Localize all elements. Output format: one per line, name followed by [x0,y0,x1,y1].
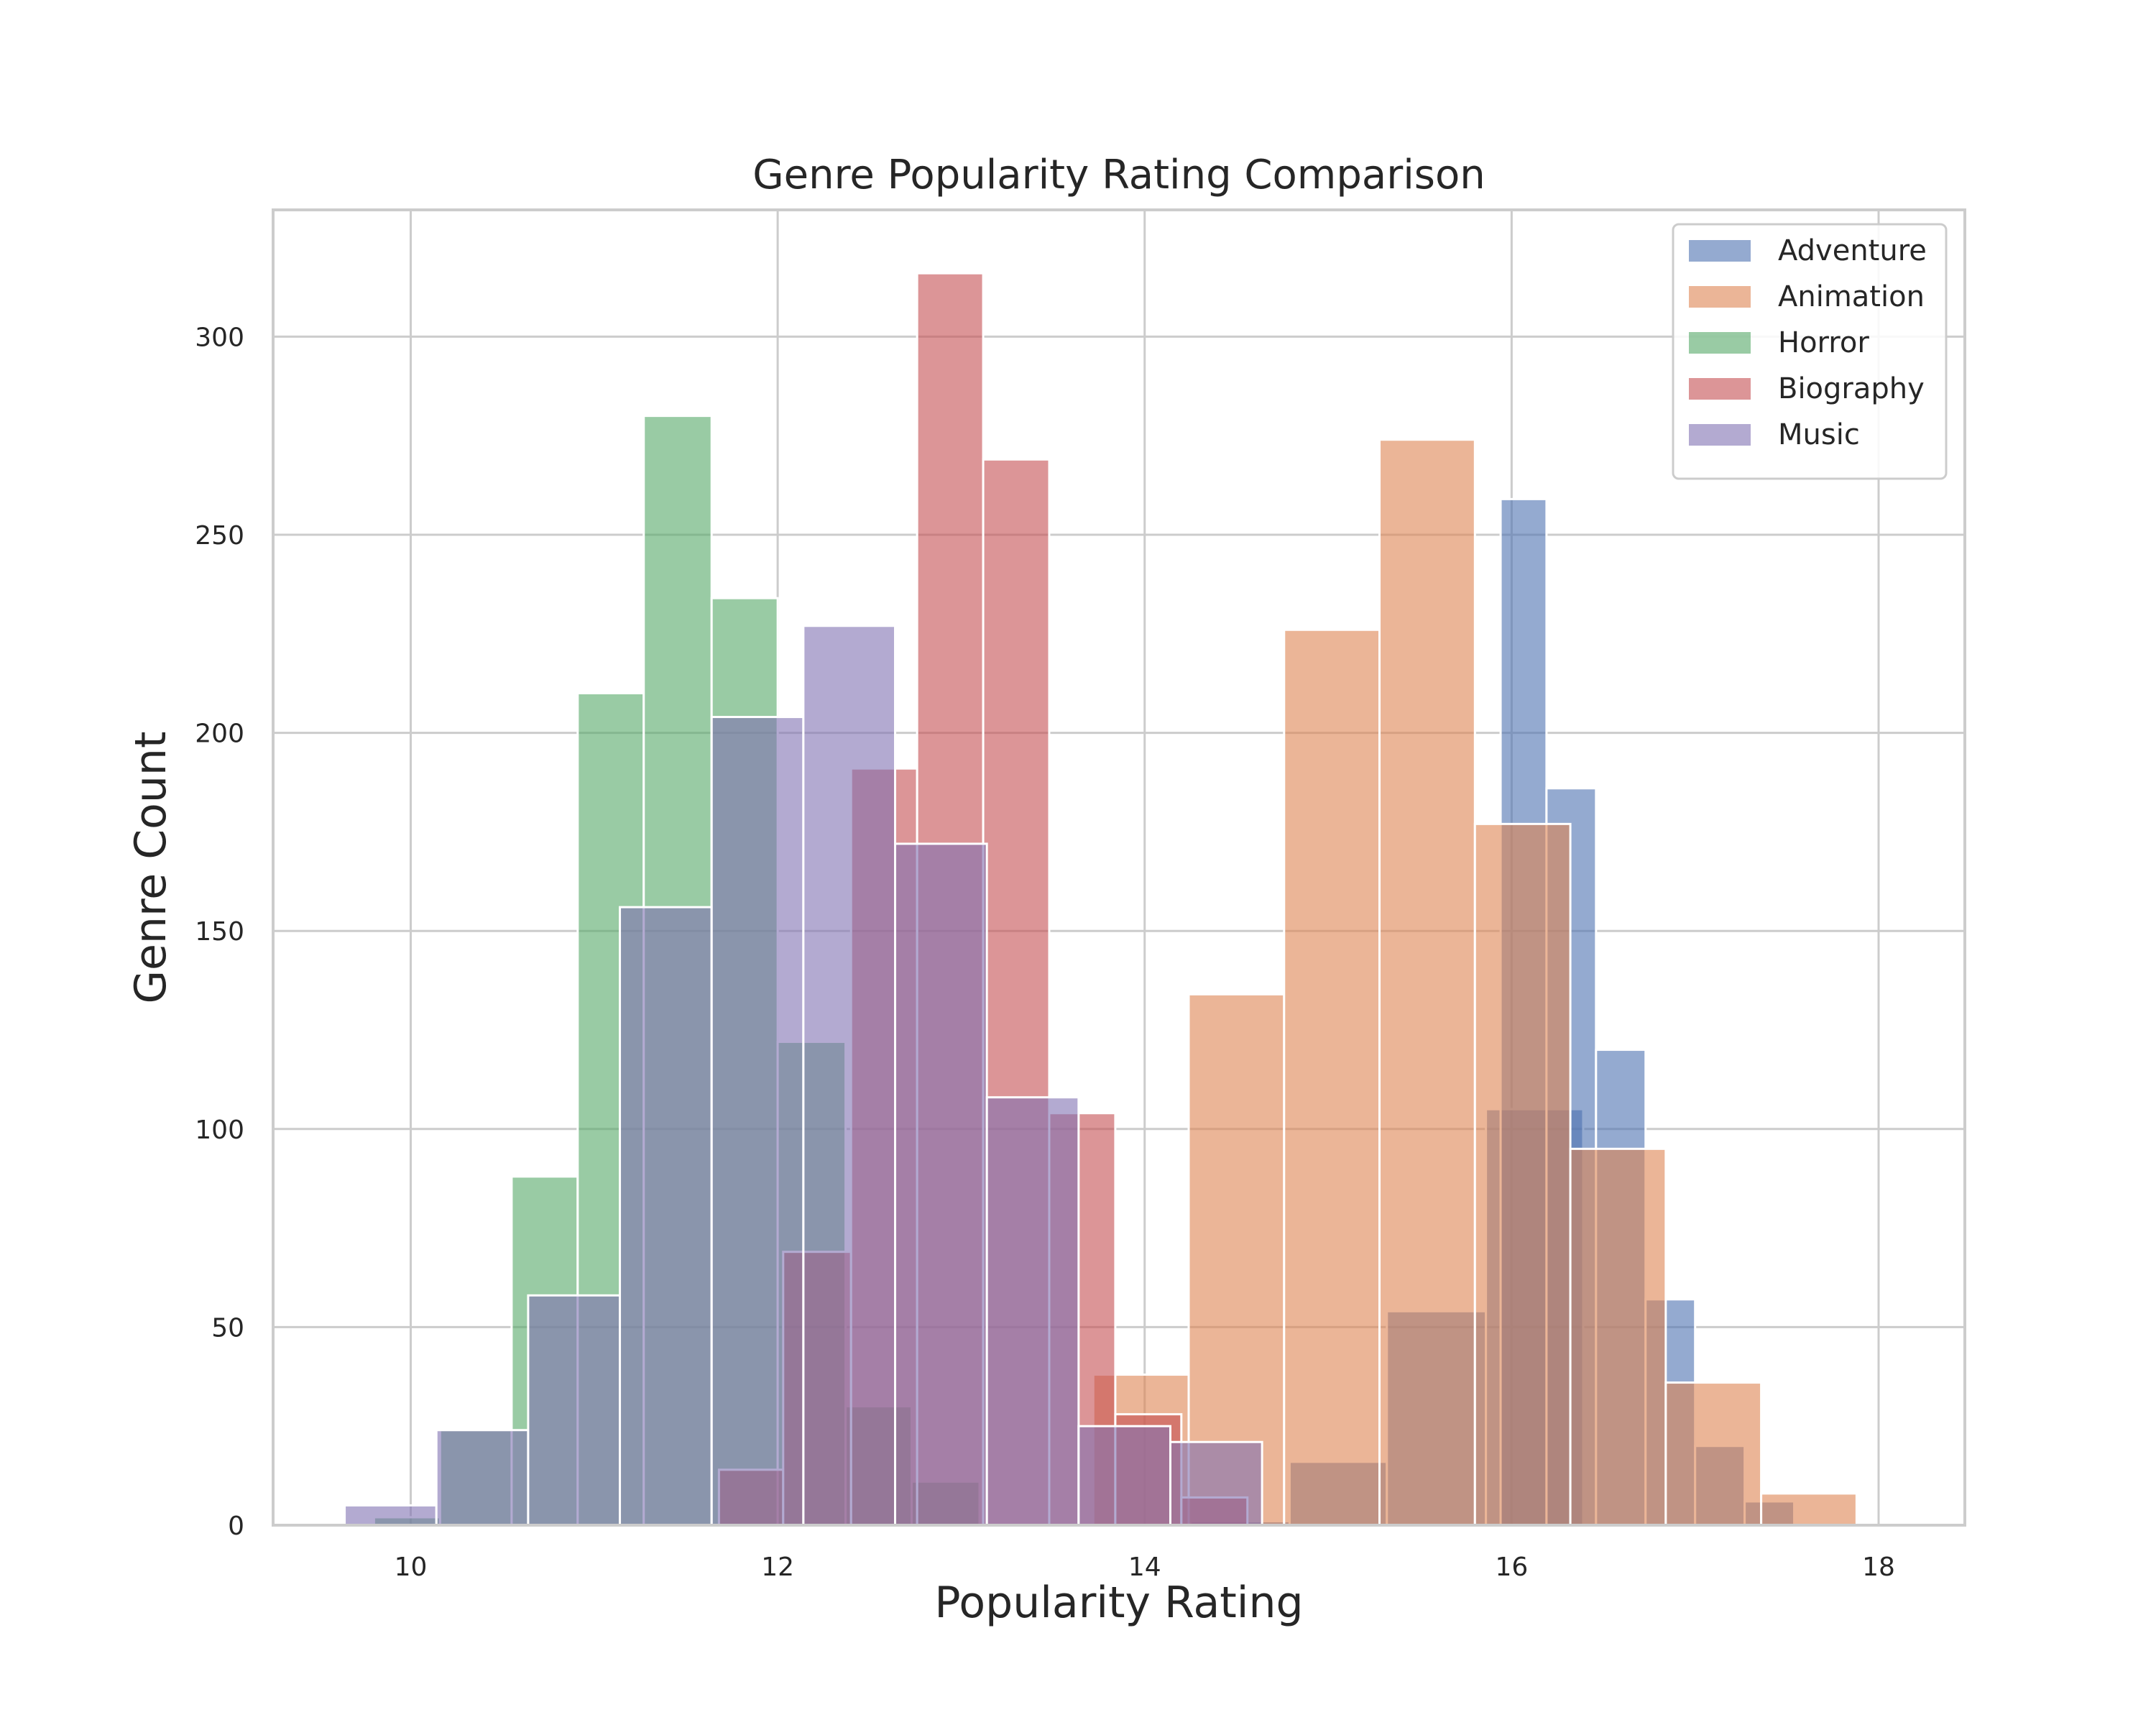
legend-label: Biography [1778,372,1925,405]
y-tick-label: 100 [195,1116,244,1145]
histogram-bar-music [894,842,988,1527]
y-tick-label: 250 [195,521,244,551]
legend-swatch-horror [1689,332,1751,354]
legend-label: Horror [1778,326,1869,359]
plot-frame [272,208,1966,1527]
y-tick-labels: 0 50 100 150 200 250 300 [195,323,244,1541]
y-tick-label: 200 [195,719,244,749]
x-axis-label: Popularity Rating [934,1578,1303,1628]
histogram-bar-animation [1569,1147,1667,1527]
y-tick-label: 300 [195,323,244,352]
histogram-bar-music [802,625,897,1527]
histogram-bar-animation [1473,822,1572,1527]
chart-title: Genre Popularity Rating Comparison [752,152,1485,198]
legend-swatch-adventure [1689,240,1751,262]
histogram-bar-animation [1378,438,1476,1527]
histogram-bar-music [985,1096,1080,1527]
histogram-bar-animation [1283,628,1381,1527]
x-tick-label: 14 [1128,1552,1161,1582]
x-tick-label: 18 [1862,1552,1895,1582]
legend-swatch-biography [1689,378,1751,400]
y-tick-label: 0 [228,1512,244,1541]
histogram-bar-music [619,906,713,1527]
x-tick-labels: 10 12 14 16 18 [395,1552,1895,1582]
y-axis-label: Genre Count [126,732,176,1004]
y-tick-label: 150 [195,917,244,947]
histogram-bars [344,272,1858,1527]
histogram-bar-music [435,1429,530,1527]
histogram-bar-music [527,1294,622,1527]
x-tick-label: 12 [761,1552,794,1582]
x-tick-label: 16 [1495,1552,1528,1582]
legend-label: Adventure [1778,234,1927,267]
x-tick-label: 10 [395,1552,428,1582]
legend-swatch-music [1689,424,1751,446]
histogram-bar-animation [1664,1381,1763,1527]
histogram-bar-music [344,1504,438,1527]
legend: Adventure Animation Horror Biography Music [1672,223,1948,480]
histogram-bar-music [710,716,805,1527]
histogram-bar-music [1077,1425,1171,1527]
legend-swatch-animation [1689,286,1751,308]
legend-label: Animation [1778,280,1925,313]
histogram-bar-music [1169,1440,1263,1527]
histogram-bar-animation [1760,1492,1858,1527]
legend-label: Music [1778,418,1860,451]
y-tick-label: 50 [211,1313,244,1343]
